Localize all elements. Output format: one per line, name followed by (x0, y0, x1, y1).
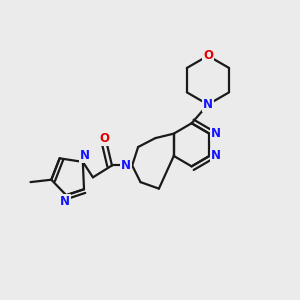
Text: N: N (60, 195, 70, 208)
Text: O: O (203, 49, 213, 62)
Text: N: N (121, 159, 130, 172)
Text: O: O (100, 132, 110, 145)
Text: N: N (80, 149, 90, 162)
Text: N: N (211, 127, 221, 140)
Text: N: N (203, 98, 213, 111)
Text: N: N (211, 149, 221, 162)
